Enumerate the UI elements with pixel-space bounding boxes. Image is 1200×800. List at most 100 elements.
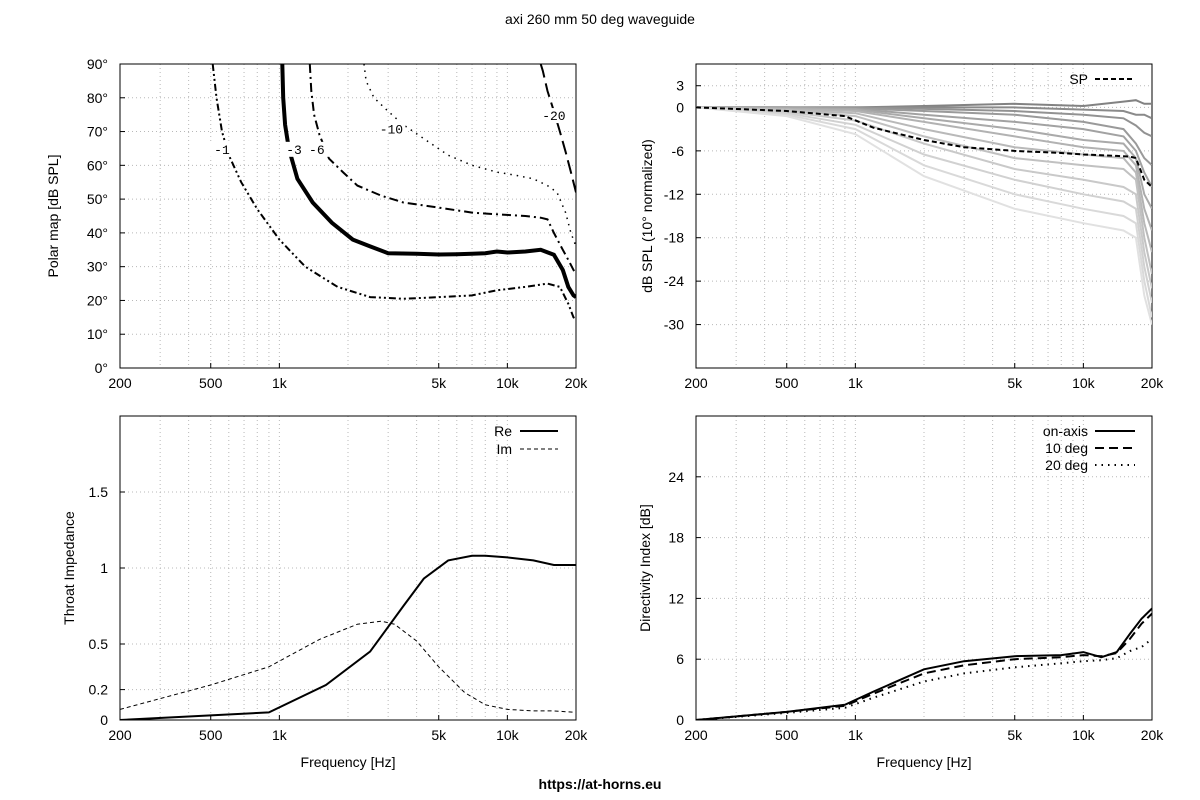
legend-label-sp: SP	[1069, 71, 1088, 87]
x-tick-label: 5k	[431, 375, 447, 391]
chart-panel-impedance: 200 500 1k 5k 10k 20k 0 0.2 0.5 1 1.5 Frequency [Hz…	[61, 415, 589, 770]
x-tick-label: 5k	[1007, 727, 1023, 743]
contour-line-2	[280, 64, 576, 299]
x-tick-label: 10k	[496, 727, 520, 743]
plot-frame	[119, 63, 577, 369]
y-tick-label: 0	[676, 99, 684, 115]
plot-area	[120, 554, 576, 720]
y-tick-label: 80°	[87, 90, 108, 106]
plot-frame	[695, 415, 1153, 721]
y-tick-label: 70°	[87, 124, 108, 140]
legend-label: 10 deg	[1045, 440, 1088, 456]
x-tick-label: 1k	[272, 375, 288, 391]
spl-curve	[696, 99, 1152, 109]
chart-panels: 200 500 1k 5k 10k 20k 0° 10° 20° 30° 40° 50° 60° 70° 8…	[45, 56, 1164, 770]
y-tick-label: 40°	[87, 225, 108, 241]
spl-curve	[696, 106, 1152, 304]
x-tick-label: 10k	[1072, 727, 1096, 743]
y-tick-label: 0.5	[89, 636, 109, 652]
contour-line-5	[539, 64, 576, 193]
contour-line-1	[211, 64, 576, 320]
legend-label: Im	[496, 441, 512, 457]
x-tick-label: 200	[108, 727, 132, 743]
x-tick-label: 500	[775, 375, 799, 391]
y-tick-label: 0.2	[89, 682, 109, 698]
x-tick-label: 200	[684, 727, 708, 743]
legend-label: 20 deg	[1045, 457, 1088, 473]
y-tick-label: 20°	[87, 292, 108, 308]
series-line-1	[696, 607, 1152, 720]
x-tick-label: 20k	[565, 727, 589, 743]
y-tick-label: 3	[676, 78, 684, 94]
plot-area	[696, 607, 1152, 720]
contour-line-3	[308, 64, 576, 274]
y-tick-label: 50°	[87, 191, 108, 207]
chart-panel-spl: 200 500 1k 5k 10k 20k 3 0 -6 -12 -18 -24 -30 dB SPL (…	[639, 63, 1165, 391]
y-tick-label: -24	[664, 273, 684, 289]
series-line-3	[696, 638, 1152, 720]
x-tick-label: 200	[684, 375, 708, 391]
y-axis-label: Directivity Index [dB]	[637, 504, 653, 632]
x-tick-label: 500	[199, 727, 223, 743]
spl-curve	[696, 106, 1152, 325]
sp-curve	[696, 106, 1152, 188]
y-tick-label: 10°	[87, 326, 108, 342]
plot-frame	[695, 63, 1153, 369]
y-tick-label: 0	[100, 712, 108, 728]
series-line-re	[120, 554, 576, 720]
x-tick-label: 20k	[1141, 375, 1165, 391]
y-axis-label: Polar map [dB SPL]	[45, 155, 61, 278]
x-tick-label: 20k	[565, 375, 589, 391]
spl-curve	[696, 106, 1152, 210]
contour-label-bg	[377, 121, 406, 137]
figure-title: axi 260 mm 50 deg waveguide	[505, 11, 695, 27]
contour-label: -1	[214, 143, 230, 158]
y-tick-label: 1	[100, 560, 108, 576]
spl-curve	[696, 106, 1152, 275]
spl-curve	[696, 106, 1152, 289]
y-tick-label: -30	[664, 317, 684, 333]
contour-label: -10	[380, 123, 403, 138]
series-line-2	[696, 612, 1152, 720]
spl-curve	[696, 106, 1152, 318]
y-tick-label: -12	[664, 186, 684, 202]
x-tick-label: 5k	[1007, 375, 1023, 391]
x-tick-label: 1k	[272, 727, 288, 743]
y-tick-label: 6	[676, 651, 684, 667]
y-tick-label: 0	[676, 712, 684, 728]
x-tick-label: 1k	[848, 727, 864, 743]
contour-label-bg	[280, 141, 309, 157]
y-tick-label: 18	[668, 530, 684, 546]
contour-label: -20	[542, 109, 565, 124]
chart-panel-di: 200 500 1k 5k 10k 20k 0 6 12 18 24 Frequency [Hz] Di…	[637, 415, 1164, 770]
y-tick-label: 12	[668, 590, 684, 606]
x-tick-label: 500	[775, 727, 799, 743]
y-tick-label: 60°	[87, 157, 108, 173]
y-tick-label: 24	[668, 469, 684, 485]
x-tick-label: 10k	[1072, 375, 1096, 391]
contour-label-bg	[302, 141, 331, 157]
y-tick-label: -6	[672, 143, 685, 159]
x-tick-label: 1k	[848, 375, 864, 391]
legend-label: Re	[494, 423, 512, 439]
y-tick-label: -18	[664, 230, 684, 246]
spl-curve	[696, 106, 1152, 231]
x-tick-label: 5k	[431, 727, 447, 743]
footer-url: https://at-horns.eu	[539, 776, 662, 792]
x-tick-label: 200	[108, 375, 132, 391]
y-axis-label: Throat Impedance	[61, 511, 77, 625]
y-tick-label: 1.5	[89, 484, 109, 500]
x-tick-label: 500	[199, 375, 223, 391]
series-line-im	[120, 620, 576, 713]
contour-label-bg	[539, 108, 568, 124]
contour-label: -3	[286, 143, 302, 158]
contour-label: -6	[309, 143, 325, 158]
y-tick-label: 0°	[95, 360, 108, 376]
x-tick-label: 10k	[496, 375, 520, 391]
x-axis-label: Frequency [Hz]	[877, 754, 972, 770]
y-tick-label: 30°	[87, 259, 108, 275]
y-axis-label: dB SPL (10° normalized)	[639, 139, 655, 293]
chart-panel-polar: 200 500 1k 5k 10k 20k 0° 10° 20° 30° 40° 50° 60° 70° 8…	[45, 56, 588, 391]
contour-label-bg	[207, 141, 236, 157]
